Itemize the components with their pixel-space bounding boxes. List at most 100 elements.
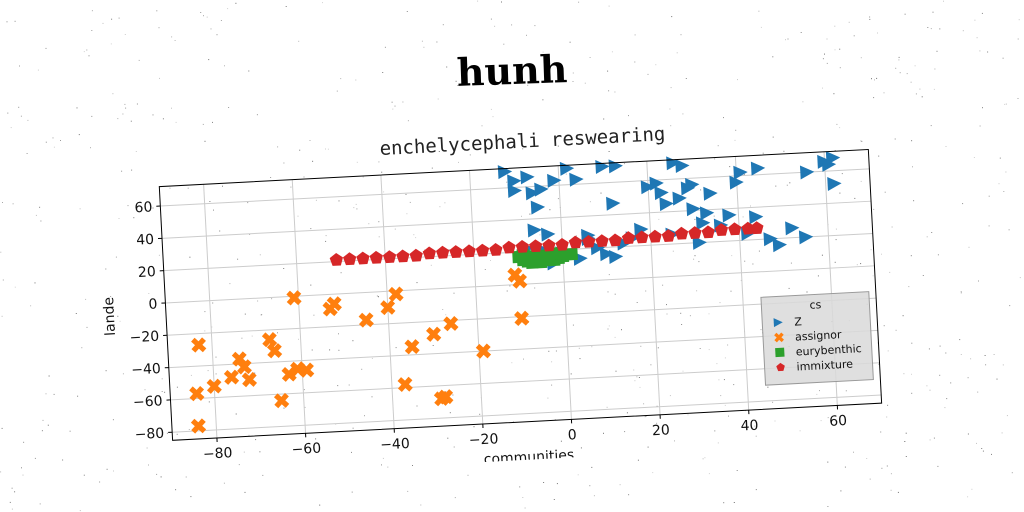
data-point (685, 178, 700, 192)
data-point (659, 197, 674, 212)
data-point (827, 177, 842, 192)
data-point (286, 290, 302, 306)
data-point (741, 221, 755, 235)
grid (160, 151, 882, 439)
data-point (821, 157, 837, 172)
data-point (507, 267, 523, 283)
y-gridline (170, 362, 880, 401)
data-point (692, 235, 707, 250)
data-point (273, 392, 290, 409)
data-point (326, 296, 342, 312)
series-eurybenthic (512, 246, 578, 269)
y-tick-label: 20 (138, 264, 157, 281)
data-point (525, 186, 540, 201)
x-gridline (291, 179, 307, 434)
data-point (261, 331, 278, 348)
x-tick-label: −40 (380, 436, 410, 454)
data-point (358, 312, 374, 328)
data-point (606, 196, 621, 211)
data-point (475, 343, 492, 359)
y-tick-label: 0 (148, 296, 158, 312)
data-point (507, 184, 522, 199)
x-tick-label: −80 (203, 445, 233, 463)
x-tick-label: 0 (567, 427, 577, 443)
data-marks (189, 151, 842, 434)
data-point (555, 237, 569, 251)
data-point (798, 230, 814, 245)
data-point (599, 247, 615, 262)
x-gridline (469, 170, 484, 425)
data-point (648, 229, 662, 243)
data-point (502, 240, 516, 254)
data-point (475, 243, 490, 257)
data-point (281, 366, 297, 382)
data-point (547, 173, 562, 188)
data-point (542, 238, 556, 252)
data-point (404, 339, 420, 355)
data-point (380, 299, 396, 316)
data-point (527, 223, 542, 238)
data-point (507, 174, 522, 189)
y-gridline (172, 394, 882, 433)
data-point (241, 371, 258, 388)
data-point (649, 176, 664, 191)
y-tick-label: −40 (131, 361, 161, 379)
data-point (728, 222, 742, 236)
x-tick-label: 40 (740, 418, 759, 435)
data-point (528, 239, 543, 253)
data-point (443, 316, 459, 332)
data-point (206, 378, 222, 394)
legend-marker (775, 347, 785, 358)
data-point (266, 343, 283, 359)
legend-marker (773, 318, 783, 328)
data-point (342, 252, 357, 266)
data-point (772, 238, 788, 253)
data-point (369, 250, 383, 264)
data-point (595, 234, 609, 248)
data-point (541, 227, 556, 242)
data-point (608, 159, 623, 174)
data-point (750, 221, 764, 235)
data-point (397, 376, 413, 393)
data-point (590, 241, 605, 256)
data-point (388, 286, 404, 302)
legend-title: cs (809, 298, 822, 312)
data-point (750, 161, 766, 176)
y-tick-label: −80 (134, 426, 164, 444)
data-point (569, 172, 584, 187)
scatter-chart: enchelycephali reswearing −80 −60 −40 −20 0 2… (101, 123, 883, 468)
data-point (356, 251, 370, 265)
data-point (462, 244, 476, 258)
y-tick-label: −60 (133, 393, 163, 411)
data-point (640, 180, 656, 195)
data-point (382, 250, 397, 264)
data-point (409, 248, 423, 262)
data-point (449, 245, 463, 259)
data-point (236, 359, 252, 375)
series-immixture (329, 221, 764, 266)
data-point (672, 191, 687, 206)
series-assignor (189, 267, 530, 434)
legend-marker (776, 362, 785, 372)
data-point (722, 208, 737, 223)
data-point (514, 310, 530, 326)
y-tick-label: 40 (136, 232, 155, 249)
data-point (223, 369, 240, 385)
data-point (729, 175, 744, 190)
data-point (748, 210, 764, 225)
data-point (608, 233, 622, 247)
legend-entry: Z (794, 315, 803, 328)
data-point (299, 362, 315, 378)
data-point (426, 326, 442, 342)
data-point (559, 161, 575, 176)
x-gridline (380, 175, 395, 429)
data-point (714, 223, 729, 236)
data-point (675, 159, 690, 174)
data-point (634, 222, 649, 237)
data-point (661, 229, 675, 242)
data-point (530, 200, 546, 215)
data-point (422, 246, 436, 260)
data-point (568, 235, 582, 249)
data-point (799, 165, 815, 180)
